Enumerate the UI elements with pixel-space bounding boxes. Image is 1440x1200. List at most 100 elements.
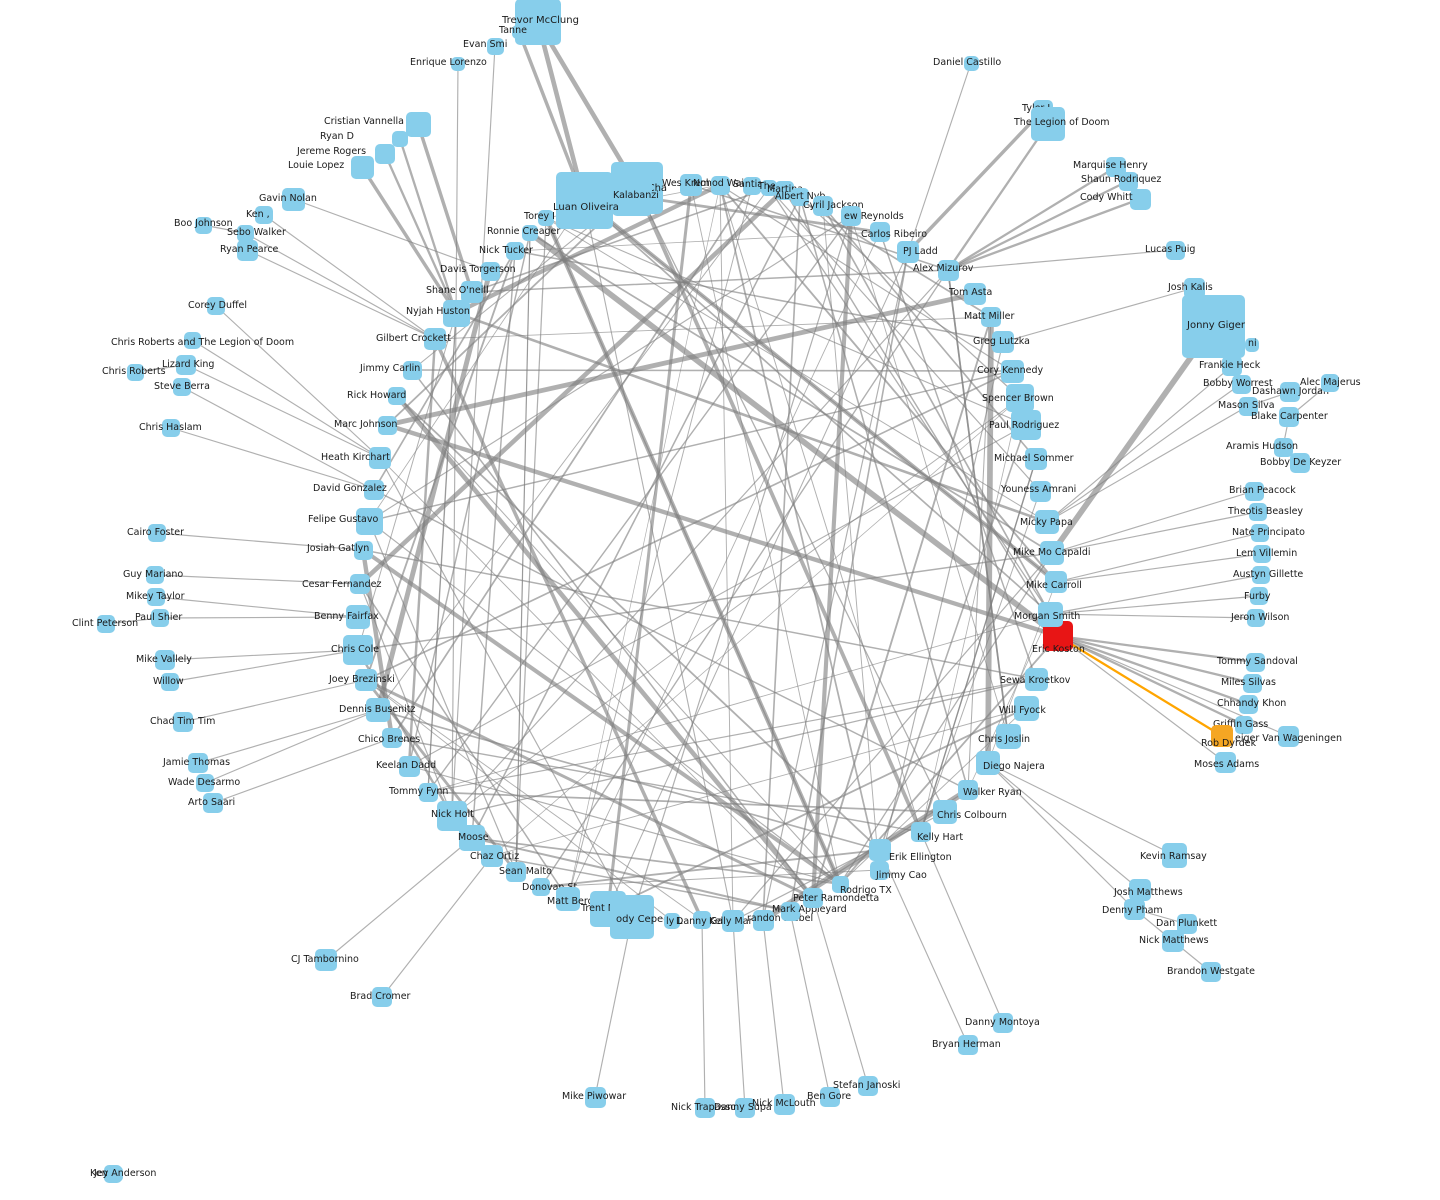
graph-node[interactable] [1024, 667, 1048, 691]
graph-node[interactable] [1222, 356, 1242, 376]
graph-node[interactable] [1165, 240, 1185, 260]
graph-node[interactable] [1129, 188, 1151, 210]
graph-node[interactable] [1247, 609, 1265, 627]
graph-node[interactable] [1249, 503, 1267, 521]
graph-node[interactable] [353, 540, 373, 560]
graph-node[interactable] [442, 299, 470, 327]
graph-node[interactable] [203, 793, 223, 813]
graph-node[interactable] [372, 987, 392, 1007]
graph-node[interactable] [183, 331, 201, 349]
graph-node[interactable] [424, 328, 446, 350]
graph-node[interactable] [1211, 725, 1233, 747]
graph-node[interactable] [710, 175, 730, 195]
graph-node[interactable] [1273, 437, 1293, 457]
graph-node[interactable] [1129, 879, 1151, 901]
graph-node[interactable] [377, 415, 397, 435]
graph-node[interactable] [774, 180, 794, 200]
graph-node[interactable] [992, 331, 1014, 353]
graph-node[interactable] [1037, 601, 1063, 627]
graph-node[interactable] [405, 111, 431, 137]
graph-node[interactable] [480, 261, 500, 281]
graph-node[interactable] [773, 1093, 795, 1115]
graph-node[interactable] [858, 1076, 878, 1096]
graph-node[interactable] [315, 949, 337, 971]
graph-node[interactable] [820, 1087, 840, 1107]
graph-node[interactable] [194, 216, 212, 234]
graph-node[interactable] [512, 25, 526, 39]
graph-node[interactable] [155, 650, 175, 670]
graph-node[interactable] [584, 1086, 606, 1108]
graph-node[interactable] [1031, 107, 1065, 141]
graph-node[interactable] [1162, 930, 1184, 952]
graph-node[interactable] [1123, 898, 1145, 920]
graph-node[interactable] [522, 225, 538, 241]
graph-node[interactable] [532, 878, 550, 896]
graph-node[interactable] [188, 753, 208, 773]
graph-node[interactable] [255, 206, 273, 224]
graph-node[interactable] [1040, 541, 1064, 565]
graph-node[interactable] [207, 297, 225, 315]
graph-node[interactable] [1245, 652, 1265, 672]
graph-node[interactable] [355, 507, 383, 535]
graph-node[interactable] [841, 206, 861, 226]
graph-node[interactable] [981, 307, 1001, 327]
graph-node[interactable] [780, 901, 800, 921]
graph-node[interactable] [126, 363, 144, 381]
graph-node[interactable] [722, 910, 744, 932]
graph-node[interactable] [993, 1013, 1013, 1033]
graph-node[interactable] [346, 605, 370, 629]
graph-node[interactable] [350, 155, 374, 179]
graph-node[interactable] [1244, 481, 1264, 501]
graph-node[interactable] [538, 210, 554, 226]
graph-node[interactable] [995, 723, 1021, 749]
graph-node[interactable] [1252, 566, 1270, 584]
graph-node[interactable] [418, 782, 438, 802]
graph-node[interactable] [680, 174, 702, 196]
graph-node[interactable] [196, 774, 214, 792]
graph-node[interactable] [911, 822, 931, 842]
graph-node[interactable] [695, 1098, 715, 1118]
graph-node[interactable] [398, 755, 420, 777]
graph-node[interactable] [388, 387, 406, 405]
graph-node[interactable] [1000, 359, 1024, 383]
graph-node[interactable] [693, 911, 711, 929]
graph-node[interactable] [375, 144, 395, 164]
graph-node[interactable] [870, 222, 890, 242]
graph-node[interactable] [173, 378, 191, 396]
graph-node[interactable] [1277, 725, 1299, 747]
graph-node[interactable] [1290, 453, 1310, 473]
graph-node[interactable] [743, 177, 761, 195]
graph-node[interactable] [364, 480, 384, 500]
graph-node[interactable] [1201, 962, 1221, 982]
graph-node[interactable] [1118, 171, 1138, 191]
graph-node[interactable] [392, 131, 408, 147]
graph-node[interactable] [107, 1166, 123, 1182]
graph-node[interactable] [869, 839, 891, 861]
graph-node[interactable] [664, 913, 680, 929]
graph-node[interactable] [343, 635, 373, 665]
graph-node[interactable] [459, 825, 485, 851]
graph-node[interactable] [1035, 510, 1059, 534]
graph-node[interactable] [350, 574, 370, 594]
graph-node[interactable] [382, 728, 402, 748]
graph-node[interactable] [461, 281, 483, 303]
graph-node[interactable] [1006, 384, 1034, 412]
graph-node[interactable] [1238, 396, 1258, 416]
graph-node[interactable] [1235, 716, 1253, 734]
graph-node[interactable] [147, 588, 165, 606]
graph-node[interactable] [1161, 842, 1187, 868]
graph-node[interactable] [958, 780, 978, 800]
graph-node[interactable] [1253, 545, 1271, 563]
graph-node[interactable] [752, 909, 774, 931]
graph-node[interactable] [897, 241, 919, 263]
graph-node[interactable] [813, 196, 833, 216]
graph-node[interactable] [791, 188, 809, 206]
graph-node[interactable] [1231, 374, 1251, 394]
graph-node[interactable] [761, 180, 777, 196]
graph-node[interactable] [958, 1035, 978, 1055]
graph-node[interactable] [1321, 374, 1339, 392]
graph-node[interactable] [1250, 587, 1268, 605]
graph-node[interactable] [173, 712, 193, 732]
graph-node[interactable] [1183, 277, 1205, 299]
